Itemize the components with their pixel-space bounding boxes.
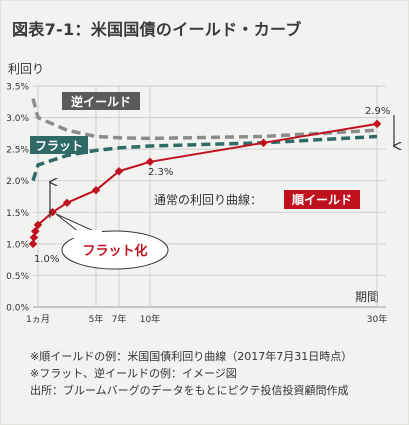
x-tick-label: 1ヵ月 xyxy=(26,314,50,325)
y-tick-label: 3.0% xyxy=(6,114,29,124)
flattening-label: フラット化 xyxy=(82,243,147,259)
data-point xyxy=(259,138,268,148)
y-tick-label: 3.5% xyxy=(6,83,29,93)
start-value-label: 1.0% xyxy=(34,254,59,265)
flat-label-box xyxy=(30,136,88,154)
flat-label: フラット xyxy=(35,139,83,153)
footnote-1: ※順イールドの例：米国国債利回り曲線（2017年7月31日時点） xyxy=(30,350,353,363)
data-point xyxy=(145,157,155,167)
x-tick-label: 10年 xyxy=(140,313,160,325)
normal-label: 順イールド xyxy=(291,192,352,207)
x-tick-label: 5年 xyxy=(89,313,104,325)
data-point xyxy=(372,119,382,129)
data-point xyxy=(33,220,43,230)
series-line-inverted xyxy=(31,98,378,141)
footnote-2: ※フラット、逆イールドの例：イメージ図 xyxy=(30,367,237,380)
y-tick-label: 0.0% xyxy=(6,304,29,314)
end-value-label: 2.9% xyxy=(365,106,390,117)
series-layer xyxy=(28,98,382,249)
data-point xyxy=(114,167,124,176)
series-line-flat xyxy=(31,134,378,182)
y-tick-label: 1.0% xyxy=(6,240,29,250)
footnote-3: 出所：ブルームバーグのデータをもとにピクテ投信投資顧問作成 xyxy=(30,384,349,397)
y-tick-labels: 0.0% 0.5% 1.0% 1.5% 2.0% 2.5% 3.0% 3.5% xyxy=(6,83,29,314)
data-point xyxy=(31,226,40,236)
flattening-callout xyxy=(61,230,169,270)
normal-curve-caption: 通常の利回り曲線： xyxy=(154,192,262,207)
grid-lines xyxy=(33,85,386,308)
y-tick-label: 2.5% xyxy=(6,146,29,156)
mid-value-label: 2.3% xyxy=(148,167,173,178)
y-tick-label: 1.5% xyxy=(6,209,29,219)
chart-title: 図表7-1：米国国債のイールド・カーブ xyxy=(12,20,302,39)
data-point xyxy=(29,233,39,242)
y-tick-label: 2.0% xyxy=(6,177,29,187)
x-tick-label: 30年 xyxy=(367,313,387,325)
data-point xyxy=(28,239,38,249)
x-tick-label: 7年 xyxy=(112,313,127,325)
y-tick-label: 0.5% xyxy=(6,272,29,282)
x-tick-labels: 1ヵ月 5年 7年 10年 30年 xyxy=(26,313,387,325)
data-point xyxy=(91,185,101,195)
x-axis-label: 期間 xyxy=(355,290,380,304)
inverted-label-box xyxy=(62,92,140,110)
y-axis-label: 利回り xyxy=(8,62,45,76)
footnotes: ※順イールドの例：米国国債利回り曲線（2017年7月31日時点） ※フラット、逆… xyxy=(30,348,352,399)
inverted-label: 逆イールド xyxy=(71,94,131,109)
normal-label-box xyxy=(284,190,360,209)
